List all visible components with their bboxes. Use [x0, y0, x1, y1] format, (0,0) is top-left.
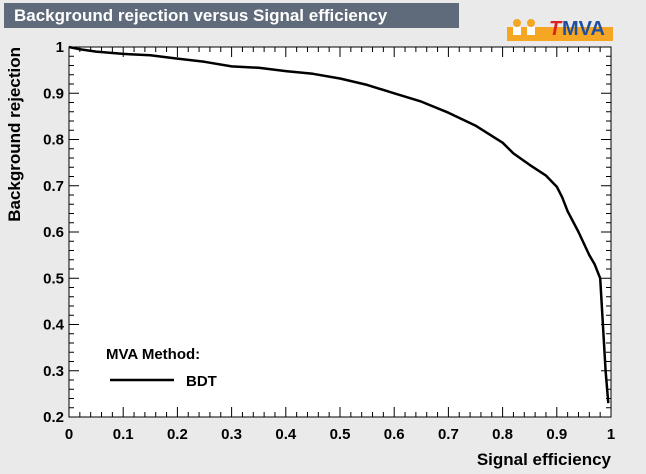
y-tick-label: 0.4	[43, 317, 65, 334]
logo-t: T	[549, 18, 563, 40]
logo-square-2	[527, 27, 535, 35]
tmva-logo: T MVA	[507, 18, 613, 41]
x-tick-label: 0.3	[221, 426, 242, 443]
y-tick-label: 0.3	[43, 363, 64, 380]
x-tick-label: 0.6	[384, 426, 405, 443]
x-tick-label: 0.7	[438, 426, 459, 443]
legend: MVA Method: BDT	[106, 346, 217, 390]
x-tick-label: 0.2	[167, 426, 188, 443]
title-bar: Background rejection versus Signal effic…	[4, 3, 459, 28]
x-tick-label: 0.5	[330, 426, 351, 443]
y-tick-label: 0.9	[43, 85, 64, 102]
x-tick-label: 0	[65, 426, 73, 443]
series-line-bdt	[68, 45, 610, 404]
y-tick-label: 0.8	[43, 132, 64, 149]
x-axis-tick-labels: 0 0.1 0.2 0.3 0.4 0.5 0.6 0.7 0.8 0.9 1	[65, 426, 615, 443]
x-tick-label: 0.1	[113, 426, 134, 443]
y-axis-title: Background rejection	[5, 47, 24, 222]
logo-dot-2	[527, 19, 535, 27]
x-tick-label: 0.4	[275, 426, 297, 443]
x-axis-title: Signal efficiency	[477, 450, 612, 469]
y-tick-label: 1	[56, 39, 64, 56]
y-tick-label: 0.6	[43, 224, 64, 241]
y-tick-label: 0.5	[43, 270, 64, 287]
legend-header: MVA Method:	[106, 346, 200, 363]
y-axis-tick-labels: 0.2 0.3 0.4 0.5 0.6 0.7 0.8 0.9 1	[43, 39, 65, 426]
legend-label-bdt: BDT	[186, 373, 217, 390]
logo-dot-1	[513, 19, 521, 27]
y-axis-ticks	[69, 46, 611, 418]
y-tick-label: 0.2	[43, 409, 64, 426]
plot-area	[68, 46, 612, 418]
logo-mva: MVA	[562, 18, 605, 40]
logo-square-1	[513, 27, 521, 35]
chart-title: Background rejection versus Signal effic…	[14, 6, 388, 25]
x-tick-label: 1	[607, 426, 615, 443]
y-tick-label: 0.7	[43, 178, 64, 195]
x-tick-label: 0.8	[492, 426, 513, 443]
x-tick-label: 0.9	[546, 426, 567, 443]
x-axis-ticks	[68, 47, 612, 417]
